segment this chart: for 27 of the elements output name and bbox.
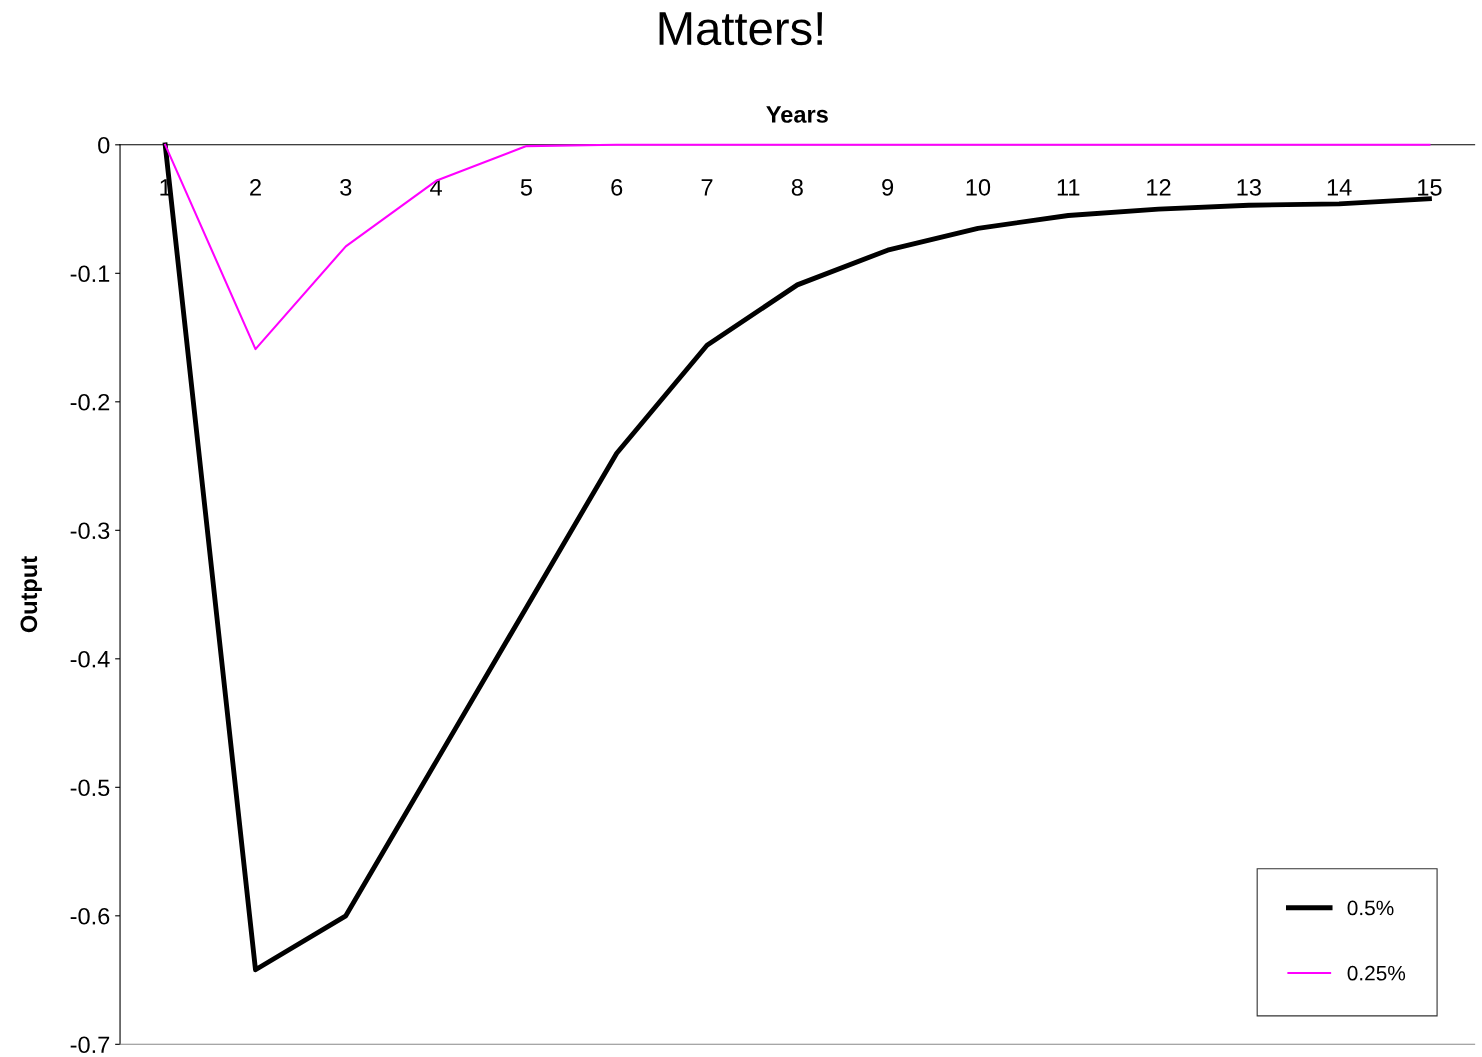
y-tick-label: -0.4 <box>70 650 110 668</box>
y-tick-label: -0.7 <box>70 1036 110 1054</box>
chart-title: Matters! <box>659 12 822 46</box>
x-tick-label: 2 <box>250 178 261 196</box>
x-tick-label: 15 <box>1418 179 1442 196</box>
x-tick-label: 3 <box>340 178 352 196</box>
y-axis-title: Output <box>20 556 42 633</box>
y-tick-label: 0 <box>98 136 110 154</box>
x-tick-label: 12 <box>1147 178 1171 196</box>
x-tick-label: 5 <box>520 179 532 196</box>
y-tick-label: -0.1 <box>70 265 110 283</box>
y-tick-label: -0.6 <box>70 907 110 925</box>
x-tick-label: 10 <box>966 178 991 196</box>
x-tick-label: 4 <box>430 179 442 196</box>
x-tick-label: 9 <box>882 178 894 196</box>
x-tick-label: 14 <box>1327 179 1352 196</box>
x-tick-label: 13 <box>1237 178 1261 196</box>
y-tick-label: -0.2 <box>70 393 110 411</box>
x-tick-label: 7 <box>701 179 713 196</box>
x-axis-title: Years <box>766 106 828 123</box>
legend-label: 0.5% <box>1347 900 1394 916</box>
y-tick-label: -0.3 <box>70 522 110 540</box>
x-tick-label: 6 <box>611 178 623 196</box>
y-tick-label: -0.5 <box>70 779 110 797</box>
legend-label: 0.25% <box>1347 965 1406 981</box>
x-tick-label: 8 <box>791 178 803 196</box>
x-tick-label: 11 <box>1057 179 1080 196</box>
